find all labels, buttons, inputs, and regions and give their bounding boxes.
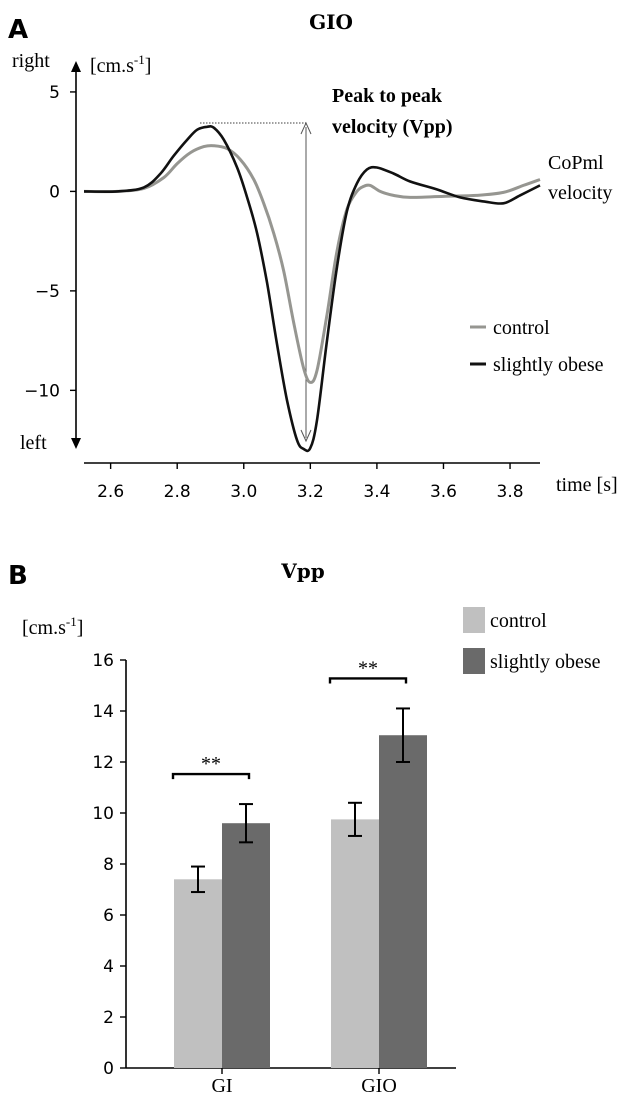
x-tick-label-a: 3.6: [430, 482, 457, 502]
bar-gio-control: [331, 819, 379, 1068]
panel-a-letter: A: [8, 15, 28, 45]
x-tick-label-a: 3.8: [497, 482, 524, 502]
y-tick-label-a: −10: [24, 381, 60, 401]
x-tick-label-a: 3.0: [230, 482, 257, 502]
significance-label: **: [358, 657, 378, 679]
significance-label: **: [201, 753, 221, 775]
chart-b-title: Vpp: [280, 559, 325, 583]
y-ticks-b: 0 2 4 6 8 10 12 14 16: [92, 651, 126, 1079]
vpp-arrow-down-icon: [300, 429, 312, 443]
legend-b: control slightly obese: [463, 607, 601, 674]
y-tick-label-b: 6: [103, 906, 114, 926]
y-tick-label-b: 2: [103, 1008, 114, 1028]
series-side-label-line2: velocity: [548, 182, 612, 204]
x-category-label: GI: [211, 1075, 232, 1095]
y-tick-label-b: 0: [103, 1059, 114, 1079]
y-tick-label-b: 10: [92, 804, 114, 824]
x-tick-label-a: 2.6: [97, 482, 124, 502]
legend-b-control-label: control: [490, 610, 547, 632]
chart-a-title: GIO: [309, 10, 353, 34]
y-axis-arrow-down-icon: [71, 438, 81, 449]
bars-group: ** **: [171, 657, 427, 1068]
line-series-slightly-obese: [83, 125, 541, 453]
legend-a: control slightly obese: [470, 317, 604, 376]
legend-b-obese-swatch: [463, 648, 485, 674]
y-tick-label-a: −5: [35, 282, 60, 302]
y-tick-label-a: 5: [49, 83, 60, 103]
legend-a-obese-label: slightly obese: [493, 354, 604, 376]
y-tick-label-b: 12: [92, 753, 114, 773]
y-tick-label-b: 8: [103, 855, 114, 875]
x-ticks-a: 2.6 2.8 3.0 3.2 3.4 3.6 3.8: [97, 463, 524, 502]
x-tick-label-a: 3.4: [363, 482, 390, 502]
series-side-label-line1: CoPml: [548, 152, 604, 174]
y-tick-label-b: 16: [92, 651, 114, 671]
panel-a: A GIO right left [cm.s-1] time [s] 5 0 −5 −…: [8, 10, 618, 502]
y-axis-unit-b: [cm.s-1]: [22, 614, 83, 639]
significance-bracket: [328, 677, 408, 684]
line-series-control: [83, 144, 541, 384]
y-ticks-a: 5 0 −5 −10: [24, 83, 76, 401]
x-tick-label-a: 3.2: [297, 482, 324, 502]
x-category-label: GIO: [361, 1075, 397, 1095]
vpp-annotation-line1: Peak to peak: [332, 85, 443, 107]
legend-b-control-swatch: [463, 607, 485, 633]
y-tick-label-b: 14: [92, 702, 114, 722]
panel-b-letter: B: [8, 561, 28, 591]
y-axis-unit-a: [cm.s-1]: [90, 52, 151, 77]
legend-a-control-label: control: [493, 317, 550, 339]
significance-bracket: [171, 772, 251, 780]
x-tick-label-a: 2.8: [164, 482, 191, 502]
vpp-annotation-line2: velocity (Vpp): [332, 116, 453, 138]
y-axis-arrow-up-icon: [71, 61, 81, 72]
y-axis-top-label: right: [12, 50, 50, 72]
bar-gio-slightly-obese: [379, 735, 427, 1068]
x-ticks-b: GI GIO: [211, 1068, 397, 1095]
y-tick-label-b: 4: [103, 957, 114, 977]
x-axis-label-a: time [s]: [556, 474, 618, 496]
bar-gi-slightly-obese: [222, 823, 270, 1068]
bar-gi-control: [174, 879, 222, 1068]
line-series-group: [83, 125, 541, 453]
legend-b-obese-label: slightly obese: [490, 651, 601, 673]
vpp-arrow-up-icon: [300, 121, 312, 135]
y-axis-bottom-label: left: [20, 432, 47, 454]
y-tick-label-a: 0: [49, 182, 60, 202]
